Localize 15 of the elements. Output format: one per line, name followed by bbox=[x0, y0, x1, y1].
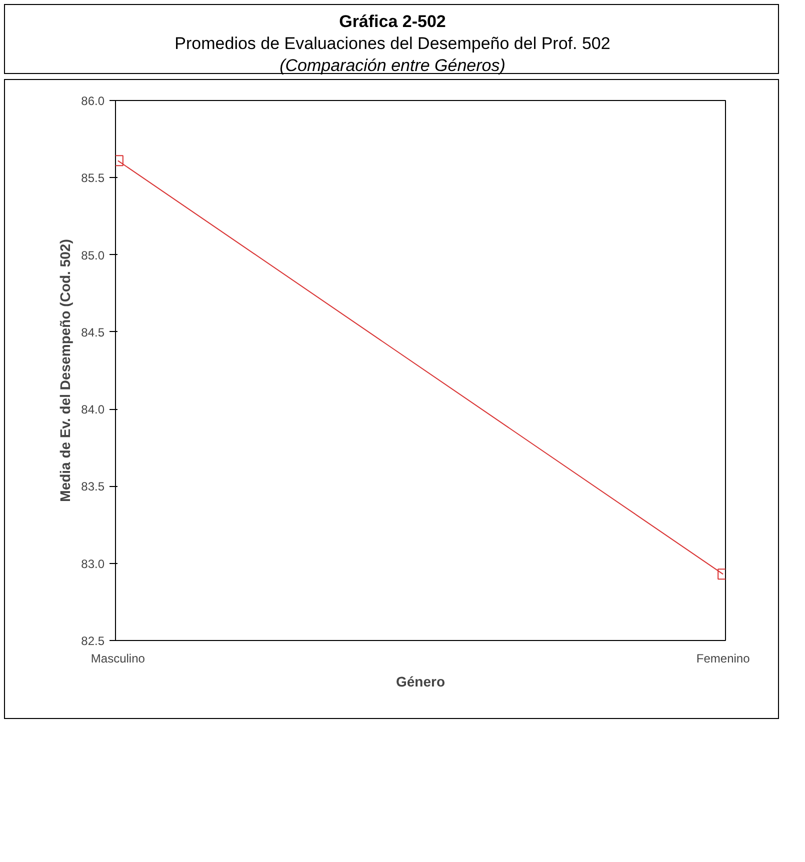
y-tick-label: 86.0 bbox=[81, 94, 105, 108]
y-axis-title: Media de Ev. del Desempeño (Cod. 502) bbox=[57, 239, 74, 502]
text: (Comparación entre Géneros) bbox=[280, 56, 506, 76]
y-tick-label: 83.5 bbox=[81, 480, 105, 494]
y-tick-label: 85.0 bbox=[81, 248, 105, 262]
y-tick-label: 85.5 bbox=[81, 171, 105, 186]
y-tick-label: 84.5 bbox=[81, 325, 105, 340]
y-tick-label: 82.5 bbox=[81, 634, 105, 648]
chart-title: Gráfica 2-502 bbox=[339, 12, 446, 31]
chart-subtitle: Promedios de Evaluaciones del Desempeño del Prof. 502 bbox=[174, 34, 610, 54]
x-tick-label: Masculino bbox=[90, 652, 146, 666]
x-axis-title: Género bbox=[396, 674, 446, 690]
x-tick-label: Femenino bbox=[696, 652, 750, 666]
y-tick-label: 84.0 bbox=[81, 402, 105, 417]
y-tick-label: 83.0 bbox=[81, 556, 105, 571]
